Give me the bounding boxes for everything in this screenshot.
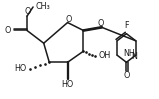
Text: O: O [123,70,130,79]
Text: NH: NH [123,49,135,58]
Text: O: O [98,19,104,28]
Text: O: O [65,15,72,24]
Text: CH₃: CH₃ [35,1,50,10]
Text: HO: HO [14,64,27,73]
Text: O: O [5,26,11,35]
Text: N: N [131,52,137,61]
Text: OH: OH [99,51,111,60]
Text: HO: HO [61,80,74,89]
Text: F: F [124,21,129,30]
Text: O: O [24,7,30,16]
